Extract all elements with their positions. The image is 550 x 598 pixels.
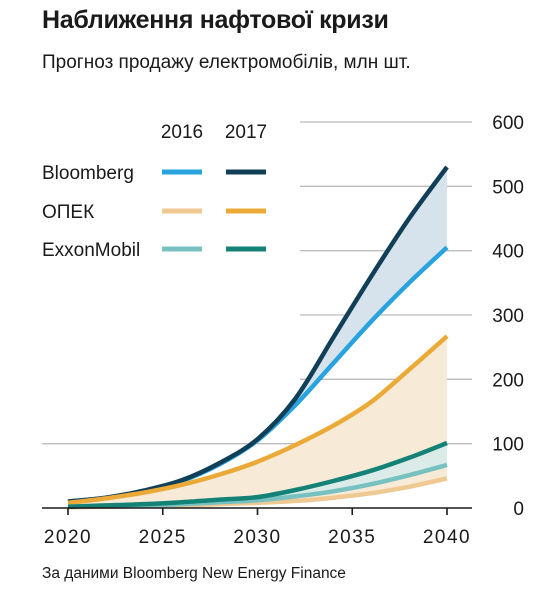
legend-label-bloomberg: Bloomberg: [42, 163, 134, 184]
band-exxonmobil: [68, 443, 447, 507]
y-tick-label-100: 100: [492, 435, 524, 456]
x-tick-label-2035: 2035: [328, 527, 376, 548]
chart-title: Наближення нафтової кризи: [42, 6, 389, 34]
line-opec-2017: [67, 334, 449, 506]
x-tick-label-2020: 2020: [44, 527, 92, 548]
line-exxonmobil-2017: [67, 440, 448, 509]
legend-year-2017: 2017: [225, 122, 267, 143]
legend: 2016 2017 Bloomberg ОПЕК ExxonMobil: [42, 122, 267, 261]
chart-subtitle: Прогноз продажу електромобілів, млн шт.: [42, 52, 411, 73]
source-note: За даними Bloomberg New Energy Finance: [42, 565, 346, 582]
x-tick-label-2030: 2030: [233, 527, 281, 548]
forecast-bands: [68, 167, 447, 508]
y-axis-tick-labels: 0 100 200 300 400 500 600: [492, 113, 524, 520]
y-tick-label-400: 400: [492, 242, 524, 263]
x-axis-tick-labels: 2020 2025 2030 2035 2040: [44, 527, 471, 548]
y-tick-label-500: 500: [492, 177, 524, 198]
y-tick-label-300: 300: [492, 306, 524, 327]
x-axis: [42, 507, 472, 515]
x-tick-label-2025: 2025: [139, 527, 187, 548]
legend-year-2016: 2016: [161, 122, 203, 143]
y-tick-label-600: 600: [492, 113, 524, 134]
x-tick-label-2040: 2040: [423, 527, 471, 548]
y-tick-label-200: 200: [492, 370, 524, 391]
series-lines: [67, 165, 449, 510]
band-opec: [68, 336, 447, 508]
legend-label-opec: ОПЕК: [42, 202, 94, 223]
legend-label-exxonmobil: ExxonMobil: [42, 240, 140, 261]
y-tick-label-0: 0: [513, 499, 524, 520]
